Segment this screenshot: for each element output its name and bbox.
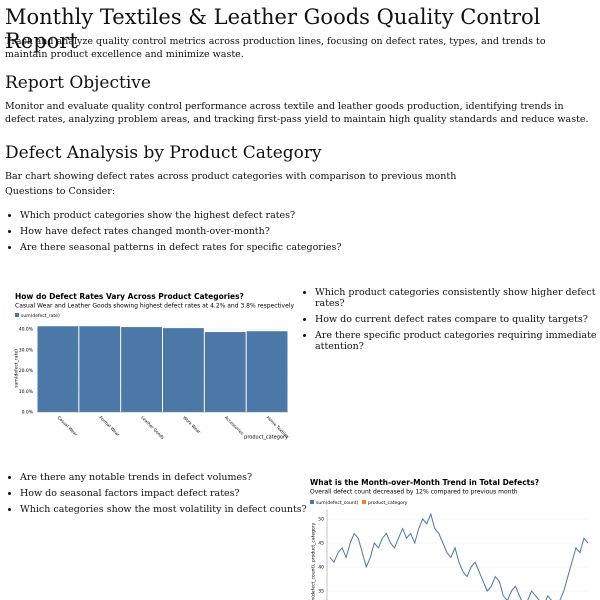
x-tick-label: Work Wear — [182, 415, 202, 435]
legend-swatch — [310, 500, 314, 504]
y-tick-label: 45 — [318, 541, 324, 547]
section-description: Bar chart showing defect rates across pr… — [5, 171, 457, 182]
chart-subtitle: Overall defect count decreased by 12% co… — [310, 489, 518, 496]
y-tick-label: 0.0% — [22, 410, 34, 416]
legend-swatch — [15, 313, 19, 317]
y-tick-label: 20.0% — [19, 368, 34, 374]
x-tick-label: Formal Wear — [98, 415, 120, 437]
y-tick-label: 30.0% — [19, 347, 34, 353]
section-heading: Defect Analysis by Product Category — [5, 143, 322, 163]
bar — [163, 328, 204, 412]
question: How do seasonal factors impact defect ra… — [20, 488, 307, 499]
question: Are there specific product categories re… — [315, 330, 600, 352]
x-axis-label: product_category — [244, 435, 288, 441]
x-tick-label: Accessories — [224, 415, 245, 436]
y-tick-label: 50 — [318, 517, 324, 523]
chart-subtitle: Casual Wear and Leather Goods showing hi… — [15, 303, 294, 310]
y-tick-label: 35 — [318, 589, 324, 595]
question-list: Are there any notable trends in defect v… — [0, 472, 307, 520]
bar-chart: How do Defect Rates Vary Across Product … — [14, 292, 295, 441]
bar — [121, 327, 162, 412]
bar — [37, 326, 79, 412]
y-axis-label: sum(defect_rate) — [14, 349, 20, 388]
legend-label: sum(defect_rate) — [21, 313, 60, 319]
question: How have defect rates changed month-over… — [20, 226, 341, 237]
question: Which categories show the most volatilit… — [20, 504, 307, 515]
y-tick-label: 40 — [318, 565, 324, 571]
y-axis-label: sum(defect_count), product_category — [311, 522, 317, 600]
legend-label: sum(defect_count) — [316, 500, 358, 506]
line-chart: What is the Month-over-Month Trend in To… — [310, 478, 589, 600]
section-heading: Report Objective — [5, 73, 151, 93]
bar — [246, 331, 288, 412]
question: Are there seasonal patterns in defect ra… — [20, 242, 341, 253]
y-tick-label: 40.0% — [19, 327, 34, 333]
question-list: Which product categories consistently sh… — [295, 287, 600, 357]
question: Which product categories consistently sh… — [315, 287, 600, 309]
questions-label: Questions to Consider: — [5, 186, 116, 197]
question: Are there any notable trends in defect v… — [20, 472, 307, 483]
x-tick-label: Leather Goods — [140, 415, 165, 440]
bar — [204, 332, 246, 412]
line — [329, 512, 589, 600]
legend-label: product_category — [368, 500, 408, 506]
x-tick-label: Casual Wear — [57, 415, 79, 437]
legend-swatch — [362, 500, 366, 504]
question-list: Which product categories show the highes… — [0, 210, 341, 258]
objective-text: Monitor and evaluate quality control per… — [5, 101, 589, 125]
chart-title: How do Defect Rates Vary Across Product … — [15, 292, 244, 301]
question: Which product categories show the highes… — [20, 210, 341, 221]
y-tick-label: 10.0% — [19, 389, 34, 395]
bar — [79, 326, 121, 412]
question: How do current defect rates compare to q… — [315, 314, 600, 325]
chart-title: What is the Month-over-Month Trend in To… — [310, 478, 539, 487]
page-title: Monthly Textiles & Leather Goods Quality… — [5, 5, 541, 53]
page-description: Track and analyze quality control metric… — [5, 36, 546, 60]
